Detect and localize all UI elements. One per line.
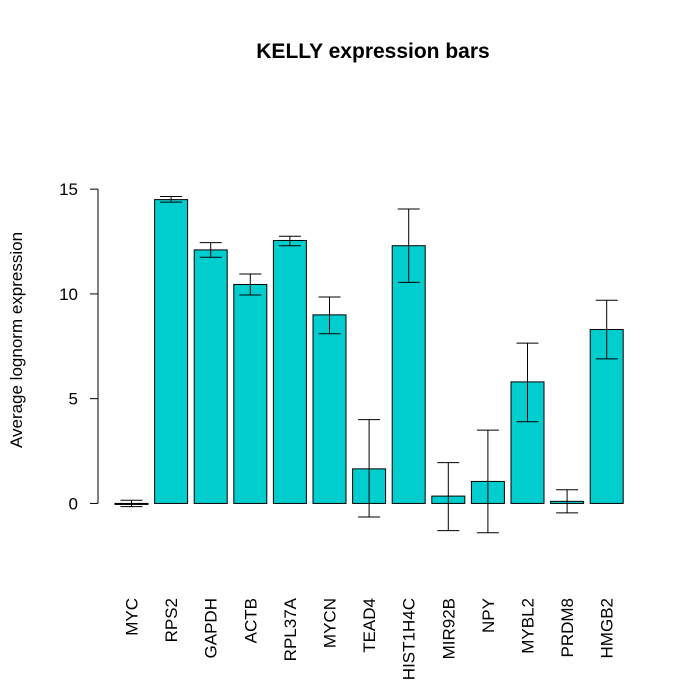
bar: [193, 249, 228, 504]
bar: [154, 199, 189, 504]
bar: [312, 314, 347, 504]
error-bar: [595, 299, 618, 360]
error-bar: [476, 429, 499, 534]
y-tick-label: 5: [69, 390, 78, 409]
category-label: MYC: [123, 598, 142, 636]
error-bar: [516, 342, 539, 423]
category-label: PRDM8: [558, 598, 577, 658]
bar: [391, 245, 426, 504]
x-tick-labels: MYC RPS2 GAPDH ACTB RPL37A MYCN TEAD4 HIST1H4C M…: [123, 597, 617, 680]
y-tick-label: 10: [59, 285, 78, 304]
bar: [233, 283, 268, 504]
error-bar: [318, 296, 341, 335]
y-tick-label: 15: [59, 180, 78, 199]
y-tick-label: 0: [69, 494, 78, 513]
category-label: MYBL2: [519, 598, 538, 654]
category-label: MIR92B: [439, 598, 458, 659]
category-label: MYCN: [321, 598, 340, 648]
error-bar: [397, 208, 420, 283]
error-bar: [278, 235, 301, 247]
y-axis: 0 5 10 15: [59, 180, 99, 513]
error-bar: [120, 499, 143, 508]
category-label: HMGB2: [598, 598, 617, 658]
category-label: ACTB: [241, 598, 260, 643]
error-bar: [199, 242, 222, 258]
category-label: TEAD4: [360, 598, 379, 653]
error-bar: [239, 273, 262, 296]
category-label: GAPDH: [202, 598, 221, 658]
error-bar: [358, 419, 381, 518]
y-axis-label: Average lognorm expression: [7, 232, 26, 448]
category-label: HIST1H4C: [400, 598, 419, 680]
error-bar: [160, 195, 183, 203]
error-bars: [120, 195, 618, 534]
bar-series: [114, 199, 624, 505]
chart-title: KELLY expression bars: [256, 40, 489, 63]
category-label: NPY: [479, 598, 498, 633]
bar: [272, 239, 307, 504]
error-bar: [556, 489, 579, 514]
error-bar: [437, 462, 460, 532]
category-label: RPL37A: [281, 597, 300, 661]
category-label: RPS2: [162, 598, 181, 642]
